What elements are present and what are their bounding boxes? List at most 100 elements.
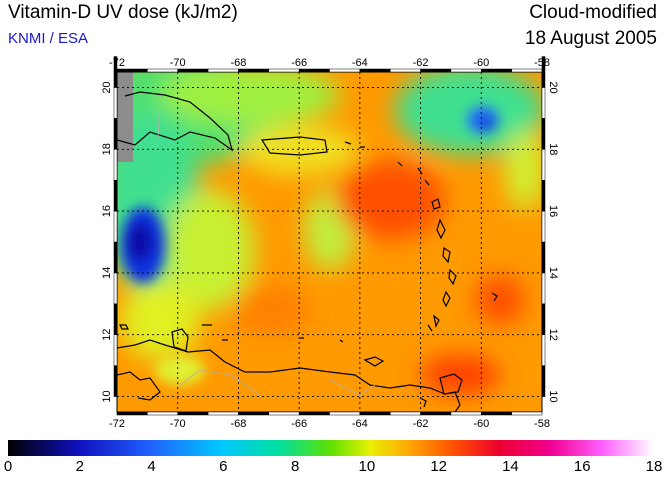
lat-tick-label: 10 [101, 390, 113, 402]
frame-bar-segment [329, 68, 361, 73]
lat-tick-label: 12 [547, 329, 559, 341]
frame-bar-segment [113, 303, 118, 335]
lon-tick-label: -66 [291, 57, 307, 69]
frame-bar-segment [238, 68, 270, 73]
dose-field [117, 72, 542, 412]
frame-bar-segment [207, 68, 239, 73]
colorbar-tick-label: 10 [358, 458, 376, 475]
frame-bar-segment [329, 411, 361, 416]
frame-bar-segment [541, 179, 546, 212]
frame-bar-segment [113, 118, 118, 150]
border-lines [157, 94, 376, 396]
colorbar [8, 440, 654, 456]
lon-tick-label: -68 [230, 57, 246, 69]
lat-tick-label: 10 [547, 390, 559, 402]
lat-tick-label: 20 [101, 81, 113, 93]
colorbar-tick-label: 18 [645, 458, 663, 475]
lon-tick-label: -62 [413, 418, 429, 430]
frame-bar-segment [481, 68, 512, 73]
frame-bar-segment [113, 179, 118, 212]
frame-bar-segment [541, 87, 546, 119]
frame-bar-segment [541, 272, 546, 305]
lon-ticks-top: -72 -70 -68 -66 -64 -62 -60 -58 [109, 57, 550, 69]
frame-bar-segment [113, 241, 118, 274]
frame-bar-segment [113, 272, 118, 305]
frame-bar-segment [450, 411, 482, 416]
frame-bar-segment [359, 411, 391, 416]
frame-bar-segment [268, 68, 300, 73]
frame-bars [113, 56, 546, 416]
lon-tick-label: -72 [109, 418, 125, 430]
colorbar-tick-label: 4 [147, 458, 156, 475]
lat-tick-label: 20 [547, 81, 559, 93]
frame-bar-segment [177, 411, 209, 416]
lon-tick-label: -58 [534, 418, 550, 430]
lat-ticks-right: 10 12 14 16 18 20 [547, 81, 559, 402]
frame-bar-segment [147, 68, 178, 73]
lon-tick-label: -70 [170, 418, 186, 430]
lon-tick-label: -60 [473, 418, 489, 430]
frame-bar-segment [113, 210, 118, 243]
frame-bar-segment [113, 87, 118, 119]
frame-bar-segment [389, 411, 421, 416]
frame-bar-segment [541, 118, 546, 150]
lon-tick-label: -68 [230, 418, 246, 430]
lat-tick-label: 18 [101, 143, 113, 155]
frame-bar-segment [147, 411, 178, 416]
frame-bar-segment [113, 56, 118, 88]
frame-bar-segment [298, 68, 330, 73]
lon-tick-label: -62 [413, 57, 429, 69]
frame-bar-segment [481, 411, 512, 416]
frame-bar-segment [359, 68, 391, 73]
frame-bar-segment [420, 411, 452, 416]
frame-bar-segment [541, 334, 546, 366]
lon-tick-label: -66 [291, 418, 307, 430]
frame-bar-segment [420, 68, 452, 73]
lat-tick-label: 14 [101, 267, 113, 279]
frame-bar-segment [268, 411, 300, 416]
lat-tick-label: 18 [547, 143, 559, 155]
map-title: Vitamin-D UV dose (kJ/m2) [8, 2, 238, 23]
colorbar-tick-label: 0 [3, 458, 13, 475]
colorbar-tick-label: 2 [75, 458, 84, 475]
colorbar-tick-label: 8 [290, 458, 300, 475]
colorbar-tick-label: 6 [219, 458, 228, 475]
colorbar-tick-label: 16 [573, 458, 591, 475]
frame-bar-segment [113, 334, 118, 366]
colorbar-tick-label: 12 [430, 458, 447, 475]
lat-tick-label: 14 [547, 267, 559, 279]
frame-bar-segment [511, 411, 543, 416]
graticule [117, 72, 542, 412]
coastlines [117, 91, 498, 412]
frame-bar-segment [113, 149, 118, 181]
lat-tick-label: 16 [547, 205, 559, 217]
lon-tick-label: -70 [170, 57, 186, 69]
frame-bar-segment [541, 56, 546, 88]
frame-bar-segment [450, 68, 482, 73]
frame-bar-segment [389, 68, 421, 73]
frame-bar-segment [298, 411, 330, 416]
mode-label: Cloud-modified [529, 2, 657, 23]
frame-bar-segment [207, 411, 239, 416]
lat-tick-label: 16 [101, 205, 113, 217]
colorbar-tick-label: 14 [502, 458, 519, 475]
frame-bar-segment [541, 149, 546, 181]
frame-bar-segment [177, 68, 209, 73]
date-label: 18 August 2005 [524, 28, 657, 49]
lon-tick-label: -64 [352, 57, 368, 69]
lon-tick-label: -58 [534, 57, 550, 69]
lat-tick-label: 12 [101, 329, 113, 341]
frame-bar-segment [238, 411, 270, 416]
frame-bar-segment [116, 68, 148, 73]
frame-bar-segment [541, 210, 546, 243]
frame-bar-segment [116, 411, 148, 416]
lon-ticks-bottom: -72 -70 -68 -66 -64 -62 -60 -58 [109, 418, 550, 430]
frame-bar-segment [113, 365, 118, 397]
lon-tick-label: -64 [352, 418, 368, 430]
credit-label: KNMI / ESA [8, 30, 89, 47]
lon-tick-label: -72 [109, 57, 125, 69]
frame-bar-segment [541, 241, 546, 274]
lon-tick-label: -60 [473, 57, 489, 69]
lat-ticks-left: 10 12 14 16 18 20 [101, 81, 113, 402]
